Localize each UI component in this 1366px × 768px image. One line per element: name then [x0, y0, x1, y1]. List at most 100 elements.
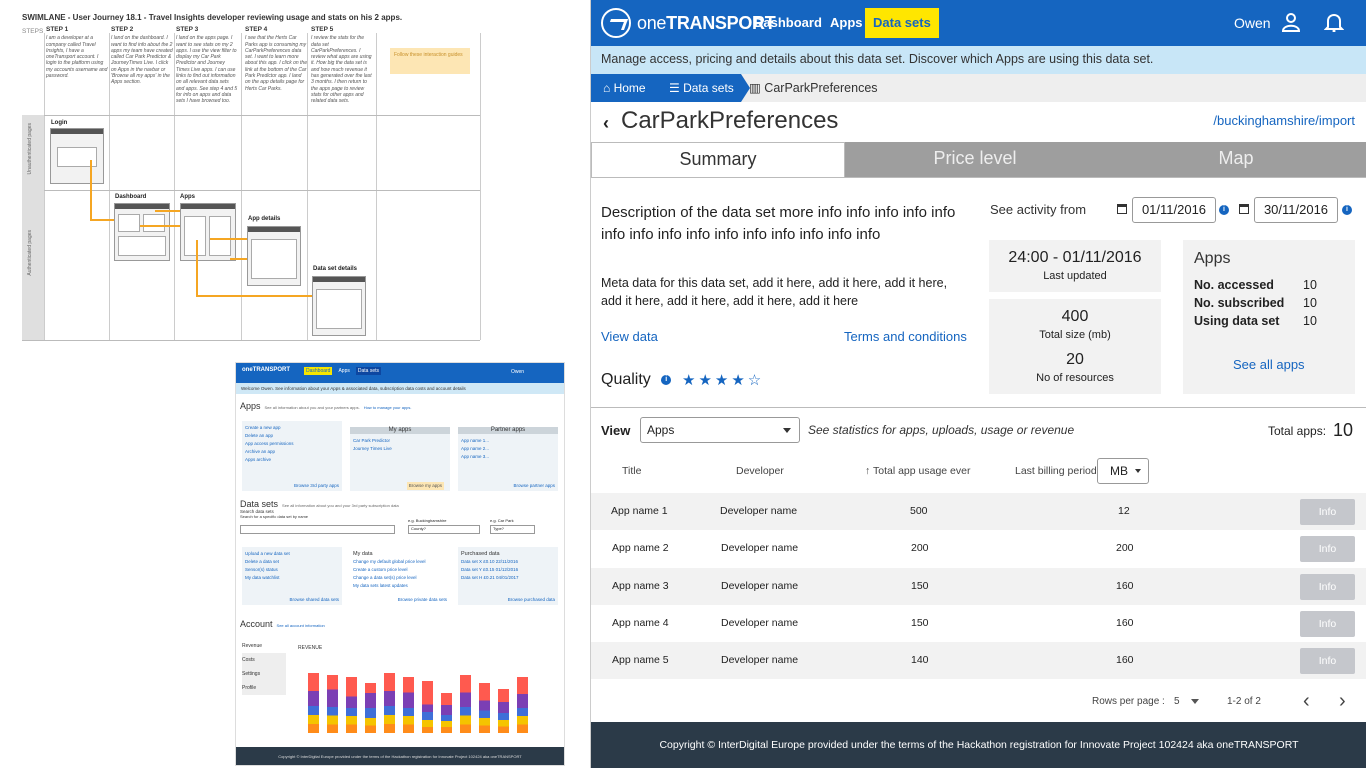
- info-icon[interactable]: i: [1219, 205, 1229, 215]
- pagination: Rows per page : 5 1-2 of 2 ‹ ›: [591, 682, 1366, 722]
- user-icon[interactable]: [1281, 12, 1301, 32]
- grid-line: [376, 33, 377, 340]
- quality-label: Quality i: [601, 371, 672, 389]
- logo[interactable]: oneTRANSPORT: [637, 13, 776, 33]
- bell-icon[interactable]: [1324, 12, 1344, 32]
- breadcrumb-home[interactable]: ⌂ Home: [591, 74, 657, 102]
- flow-arrow: [196, 240, 198, 296]
- tab-price-level[interactable]: Price level: [845, 142, 1105, 177]
- date-to-input[interactable]: 30/11/2016: [1254, 197, 1338, 223]
- meta-data: Meta data for this data set, add it here…: [601, 276, 948, 308]
- breadcrumb-current: ▥ CarParkPreferences: [749, 81, 878, 95]
- cell-developer: Developer name: [720, 505, 798, 517]
- cell-developer: Developer name: [721, 654, 799, 666]
- info-button[interactable]: Info: [1300, 574, 1355, 600]
- nav-dashboard[interactable]: Dashboard: [754, 15, 822, 30]
- logo-icon[interactable]: [601, 8, 631, 38]
- grid-line: [174, 33, 175, 340]
- user-name[interactable]: Owen: [1234, 15, 1271, 31]
- date-from-input[interactable]: 01/11/2016: [1132, 197, 1216, 223]
- info-icon[interactable]: i: [661, 374, 672, 385]
- cell-billing: 200: [1116, 542, 1134, 554]
- cell-billing: 160: [1116, 617, 1134, 629]
- cell-title: App name 2: [612, 542, 669, 554]
- flow-arrow: [90, 160, 92, 220]
- chevron-down-icon: [783, 428, 791, 433]
- calendar-icon[interactable]: [1239, 204, 1249, 214]
- dashboard-label: Dashboard: [115, 194, 147, 200]
- preview-purchased: Purchased data Data set X £0.10 22/11/20…: [458, 547, 558, 605]
- grid-line: [307, 33, 308, 340]
- preview-account-menu: Revenue Costs Settings Profile: [242, 639, 286, 739]
- info-button[interactable]: Info: [1300, 648, 1355, 674]
- tab-summary[interactable]: Summary: [591, 142, 845, 177]
- data-set-details-label: Data set details: [313, 266, 358, 272]
- cell-usage: 200: [911, 542, 929, 554]
- tabs: Summary Price level Map: [591, 142, 1366, 177]
- apps-label: Apps: [180, 194, 195, 200]
- preview-account-section: Account See all account information: [240, 619, 325, 629]
- unit-select[interactable]: MB: [1097, 458, 1149, 484]
- activity-label: See activity from: [990, 202, 1087, 217]
- flow-arrow: [155, 210, 180, 212]
- chevron-down-icon[interactable]: [1191, 699, 1199, 704]
- view-select[interactable]: Apps: [640, 417, 800, 443]
- lane-divider: [22, 115, 480, 116]
- nav-data-sets[interactable]: Data sets: [865, 8, 939, 38]
- table-row: App name 1 Developer name 500 12 Info: [591, 493, 1366, 530]
- column-header-developer[interactable]: Developer: [736, 465, 784, 477]
- tab-map[interactable]: Map: [1105, 142, 1366, 177]
- preview-apps-links: Create a new app Delete an app App access …: [242, 421, 342, 491]
- flow-arrow: [230, 258, 247, 260]
- next-page-icon[interactable]: ›: [1339, 690, 1346, 712]
- data-set-path-link[interactable]: /buckinghamshire/import: [1213, 113, 1355, 128]
- prev-page-icon[interactable]: ‹: [1303, 690, 1310, 712]
- nav-apps[interactable]: Apps: [830, 15, 863, 30]
- grid-line: [480, 33, 481, 340]
- home-icon: ⌂: [603, 81, 614, 95]
- dashboard-screen: [114, 203, 170, 261]
- using-label: Using data set: [1194, 314, 1280, 328]
- flow-arrow: [90, 219, 114, 221]
- no-accessed-value: 10: [1303, 278, 1317, 292]
- info-button[interactable]: Info: [1300, 536, 1355, 562]
- table-row: App name 3 Developer name 150 160 Info: [591, 568, 1366, 605]
- table-row: App name 5 Developer name 140 160 Info: [591, 642, 1366, 679]
- view-hint: See statistics for apps, uploads, usage …: [808, 423, 1075, 437]
- view-data-link[interactable]: View data: [601, 329, 658, 344]
- preview-nav: Dashboard Apps Data sets: [304, 367, 381, 375]
- calendar-icon[interactable]: [1117, 204, 1127, 214]
- view-label: View: [601, 423, 631, 438]
- preview-apps-section: Apps See all information about you and yo…: [240, 401, 412, 411]
- cell-billing: 160: [1116, 580, 1134, 592]
- info-button[interactable]: Info: [1300, 499, 1355, 525]
- column-header-title[interactable]: Title: [622, 465, 642, 477]
- table-row: App name 4 Developer name 150 160 Info: [591, 605, 1366, 642]
- info-button[interactable]: Info: [1300, 611, 1355, 637]
- cell-developer: Developer name: [721, 542, 799, 554]
- back-chevron-icon[interactable]: ‹: [603, 113, 609, 133]
- breadcrumb: ⌂ Home ☰ Data sets ▥ CarParkPreferences: [591, 74, 1366, 102]
- terms-link[interactable]: Terms and conditions: [844, 329, 967, 344]
- column-header-usage[interactable]: ↑ Total app usage ever: [865, 465, 971, 477]
- app-details-screen: [247, 226, 301, 286]
- description: Description of the data set more info in…: [601, 204, 956, 243]
- see-all-apps-link[interactable]: See all apps: [1233, 357, 1305, 372]
- rows-per-page-select[interactable]: 5: [1174, 696, 1180, 707]
- preview-user: Owen: [510, 369, 524, 375]
- column-header-billing[interactable]: Last billing period: [1015, 465, 1097, 477]
- apps-screen: [180, 203, 236, 261]
- chevron-down-icon: [1135, 469, 1141, 473]
- info-icon[interactable]: i: [1342, 205, 1352, 215]
- apps-stats-card: Apps No. accessed 10 No. subscribed 10 U…: [1183, 240, 1355, 394]
- login-screen: [50, 128, 104, 184]
- preview-header: oneTRANSPORT Dashboard Apps Data sets Owen: [236, 363, 564, 383]
- chart-icon: ▥: [749, 81, 765, 95]
- breadcrumb-data-sets[interactable]: ☰ Data sets: [657, 74, 741, 102]
- cell-usage: 500: [910, 505, 928, 517]
